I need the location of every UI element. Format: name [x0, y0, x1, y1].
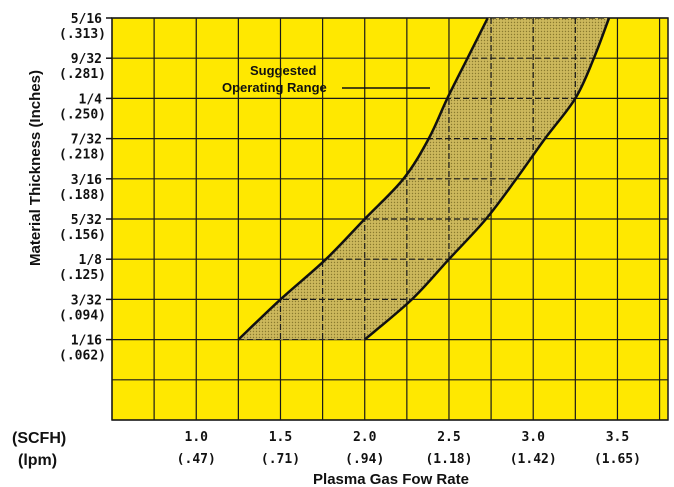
y-tick-fraction: 3/32 [71, 293, 102, 308]
x-tick-scfh: 2.0 [353, 430, 377, 445]
x-tick-scfh: 3.5 [606, 430, 629, 445]
x-tick-scfh: 3.0 [521, 430, 545, 445]
y-tick-fraction: 1/4 [79, 92, 103, 107]
x-tick-lpm: (1.65) [594, 452, 641, 467]
y-tick-fraction: 3/16 [71, 173, 102, 188]
x-tick-lpm: (.71) [261, 452, 300, 467]
annotation-line-1: Suggested [250, 63, 317, 78]
x-tick-lpm: (.94) [345, 452, 384, 467]
y-tick-decimal: (.062) [59, 349, 106, 364]
y-tick-fraction: 1/16 [71, 334, 102, 349]
y-tick-fraction: 5/32 [71, 213, 102, 228]
y-axis-title: Material Thickness (Inches) [27, 70, 44, 266]
y-tick-decimal: (.250) [59, 107, 106, 122]
left-boundary-curve [237, 17, 489, 341]
x-axis-title: Plasma Gas Fow Rate [313, 471, 469, 487]
y-tick-decimal: (.156) [59, 228, 106, 243]
y-tick-decimal: (.313) [59, 27, 106, 42]
right-boundary-curve [363, 17, 611, 341]
annotation-line-2: Operating Range [222, 80, 327, 95]
y-tick-decimal: (.125) [59, 268, 106, 283]
y-tick-fraction: 1/8 [79, 253, 103, 268]
y-tick-fraction: 5/16 [71, 12, 102, 27]
x-unit-scfh: (SCFH) [12, 430, 66, 447]
y-tick-decimal: (.281) [59, 67, 106, 82]
x-tick-scfh: 1.5 [269, 430, 292, 445]
y-tick-fraction: 9/32 [71, 52, 102, 67]
x-tick-scfh: 1.0 [185, 430, 209, 445]
x-unit-lpm: (lpm) [18, 452, 57, 469]
x-tick-lpm: (.47) [177, 452, 216, 467]
y-tick-decimal: (.218) [59, 148, 106, 163]
y-tick-fraction: 7/32 [71, 133, 102, 148]
x-tick-lpm: (1.42) [510, 452, 557, 467]
x-tick-scfh: 2.5 [437, 430, 460, 445]
x-tick-lpm: (1.18) [425, 452, 472, 467]
y-tick-decimal: (.188) [59, 188, 106, 203]
y-tick-decimal: (.094) [59, 308, 106, 323]
